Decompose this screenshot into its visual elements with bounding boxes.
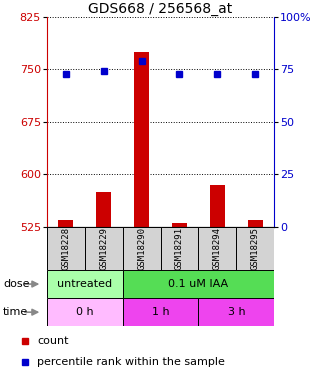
Bar xyxy=(160,227,198,270)
Bar xyxy=(198,298,274,326)
Text: GSM18228: GSM18228 xyxy=(61,227,70,270)
Text: GSM18291: GSM18291 xyxy=(175,227,184,270)
Text: 0 h: 0 h xyxy=(76,307,93,317)
Bar xyxy=(248,220,263,227)
Bar xyxy=(210,185,225,227)
Bar xyxy=(198,227,237,270)
Bar xyxy=(47,298,123,326)
Text: untreated: untreated xyxy=(57,279,112,289)
Text: time: time xyxy=(3,307,29,317)
Bar xyxy=(123,298,198,326)
Text: GSM18290: GSM18290 xyxy=(137,227,146,270)
Title: GDS668 / 256568_at: GDS668 / 256568_at xyxy=(88,2,233,16)
Bar xyxy=(172,224,187,227)
Text: 0.1 uM IAA: 0.1 uM IAA xyxy=(169,279,229,289)
Text: count: count xyxy=(37,336,68,346)
Bar xyxy=(47,270,123,298)
Text: 1 h: 1 h xyxy=(152,307,169,317)
Bar xyxy=(123,270,274,298)
Bar xyxy=(237,227,274,270)
Text: GSM18295: GSM18295 xyxy=(251,227,260,270)
Text: dose: dose xyxy=(3,279,30,289)
Text: 3 h: 3 h xyxy=(228,307,245,317)
Bar xyxy=(58,220,73,227)
Bar xyxy=(134,52,149,227)
Text: percentile rank within the sample: percentile rank within the sample xyxy=(37,357,225,368)
Text: GSM18294: GSM18294 xyxy=(213,227,222,270)
Bar xyxy=(123,227,160,270)
Bar xyxy=(84,227,123,270)
Text: GSM18229: GSM18229 xyxy=(99,227,108,270)
Bar xyxy=(96,192,111,227)
Bar xyxy=(47,227,84,270)
